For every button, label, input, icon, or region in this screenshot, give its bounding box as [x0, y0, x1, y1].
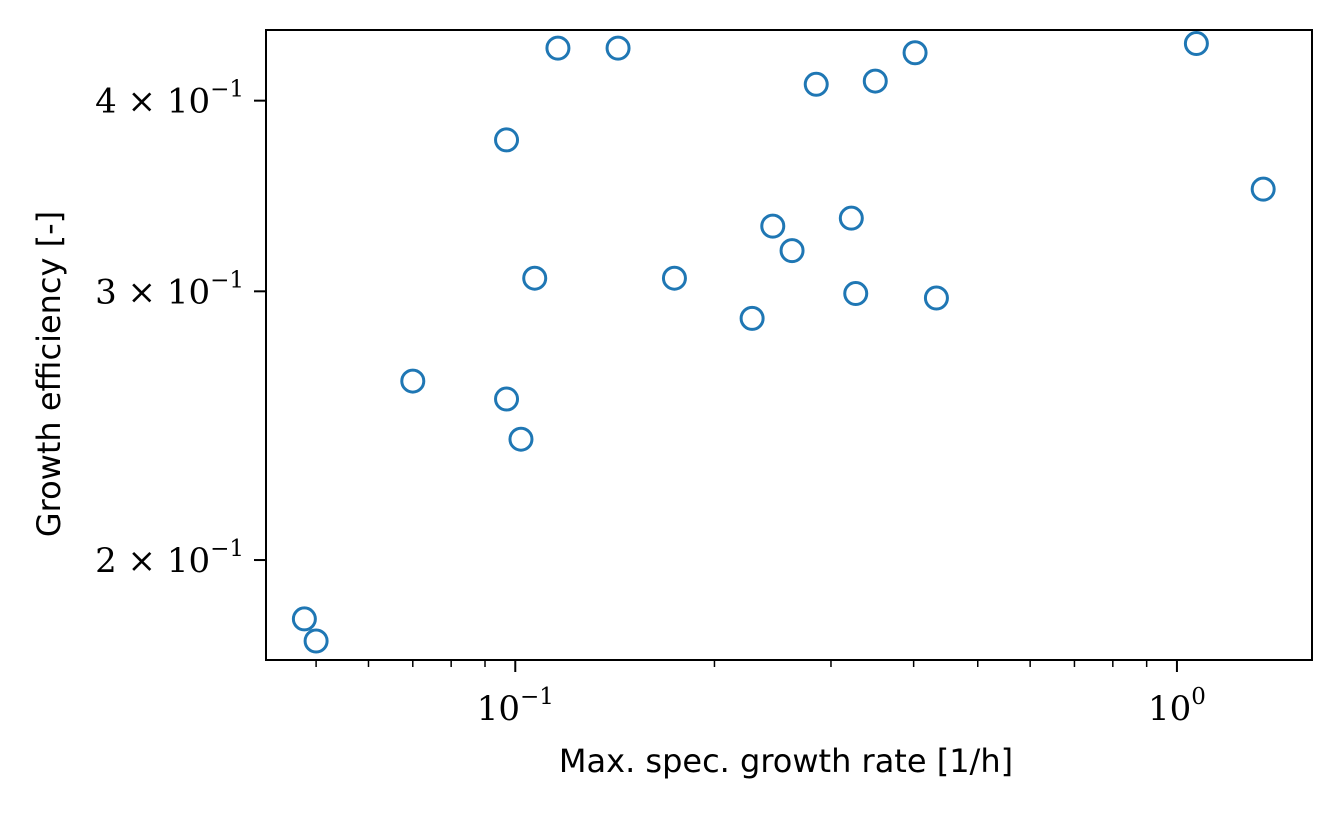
scatter-point — [838, 205, 864, 231]
y-axis-ticks: 2 × 10−1 3 × 10−1 4 × 10−1 — [95, 77, 266, 581]
scatter-point — [902, 40, 928, 66]
scatter-point — [739, 305, 765, 331]
x-axis-label: Max. spec. growth rate [1/h] — [559, 742, 1013, 780]
x-tick-label: 10−1 — [477, 684, 554, 729]
scatter-point — [843, 281, 869, 307]
y-tick-label: 4 × 10−1 — [95, 77, 244, 122]
scatter-point — [303, 628, 329, 654]
x-minor-ticks — [315, 660, 1148, 667]
scatter-point — [494, 127, 520, 153]
y-tick-label: 2 × 10−1 — [95, 536, 244, 581]
scatter-point — [923, 285, 949, 311]
x-axis-ticks: 10−1 100 — [477, 660, 1206, 729]
scatter-point — [522, 265, 548, 291]
scatter-point — [1183, 31, 1209, 57]
scatter-point — [494, 386, 520, 412]
scatter-point — [760, 213, 786, 239]
scatter-point — [605, 35, 631, 61]
y-axis-label: Growth efficiency [-] — [30, 211, 68, 537]
data-points — [291, 31, 1276, 654]
scatter-point — [661, 265, 687, 291]
x-tick-label: 100 — [1148, 684, 1206, 729]
scatter-point — [803, 71, 829, 97]
scatter-point — [400, 368, 426, 394]
scatter-point — [545, 35, 571, 61]
plot-background — [266, 30, 1312, 660]
scatter-point — [508, 426, 534, 452]
scatter-point — [291, 606, 317, 632]
scatter-point — [862, 68, 888, 94]
y-tick-label: 3 × 10−1 — [95, 267, 244, 312]
scatter-point — [779, 238, 805, 264]
scatter-point — [1250, 176, 1276, 202]
plot-frame — [265, 29, 1313, 661]
